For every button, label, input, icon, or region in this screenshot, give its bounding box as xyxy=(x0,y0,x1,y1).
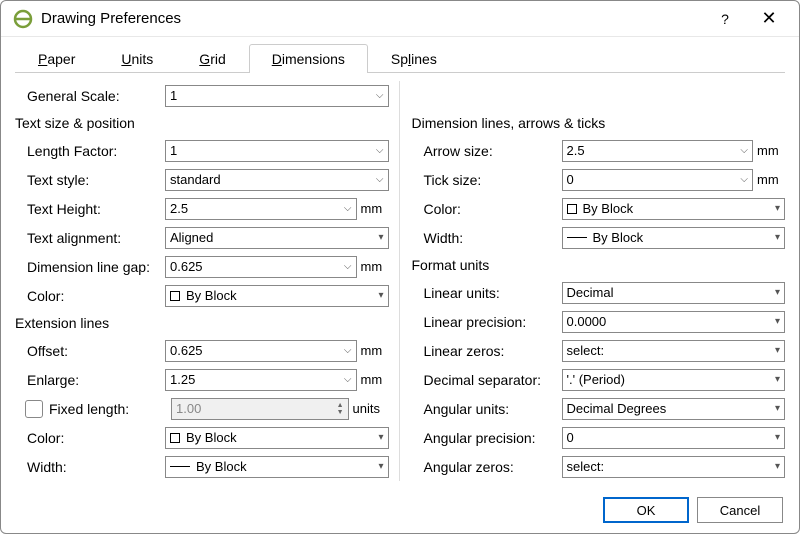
text-height-suffix: mm xyxy=(357,201,389,216)
decimal-separator-field[interactable]: '.' (Period)▾ xyxy=(562,369,786,391)
tab-splines[interactable]: Splines xyxy=(368,44,460,73)
text-alignment-field[interactable]: Aligned▾ xyxy=(165,227,389,249)
help-button[interactable]: ? xyxy=(703,3,747,35)
linear-units-label: Linear units: xyxy=(412,285,562,301)
color-field[interactable]: By Block▾ xyxy=(165,285,389,307)
angular-precision-label: Angular precision: xyxy=(412,430,562,446)
dim-width-label: Width: xyxy=(412,230,562,246)
tab-grid[interactable]: Grid xyxy=(176,44,248,73)
fixed-length-field[interactable]: 1.00▲▼ xyxy=(171,398,349,420)
fixed-length-label: Fixed length: xyxy=(49,401,171,417)
tab-paper[interactable]: Paper xyxy=(15,44,98,73)
tick-size-label: Tick size: xyxy=(412,172,562,188)
dim-line-gap-suffix: mm xyxy=(357,259,389,274)
extension-lines-section: Extension lines xyxy=(15,310,389,336)
dim-lines-section: Dimension lines, arrows & ticks xyxy=(412,110,786,136)
spin-arrows-icon: ▲▼ xyxy=(337,402,344,416)
tab-strip: Paper Units Grid Dimensions Splines xyxy=(15,43,785,73)
ext-color-field[interactable]: By Block▾ xyxy=(165,427,389,449)
dialog-window: Drawing Preferences ? ✕ Paper Units Grid… xyxy=(0,0,800,534)
arrow-size-label: Arrow size: xyxy=(412,143,562,159)
dim-width-field[interactable]: By Block▾ xyxy=(562,227,786,249)
enlarge-field[interactable]: 1.25⌵ xyxy=(165,369,357,391)
linear-zeros-label: Linear zeros: xyxy=(412,343,562,359)
ok-button[interactable]: OK xyxy=(603,497,689,523)
titlebar: Drawing Preferences ? ✕ xyxy=(1,1,799,37)
offset-suffix: mm xyxy=(357,343,389,358)
cancel-button[interactable]: Cancel xyxy=(697,497,783,523)
angular-zeros-label: Angular zeros: xyxy=(412,459,562,475)
tick-size-field[interactable]: 0⌵ xyxy=(562,169,754,191)
fixed-length-suffix: units xyxy=(349,401,389,416)
length-factor-label: Length Factor: xyxy=(15,143,165,159)
text-style-label: Text style: xyxy=(15,172,165,188)
left-column: General Scale: 1⌵ Text size & position L… xyxy=(15,81,400,481)
linear-precision-field[interactable]: 0.0000▾ xyxy=(562,311,786,333)
line-style-icon xyxy=(567,237,587,238)
text-height-field[interactable]: 2.5⌵ xyxy=(165,198,357,220)
tab-dimensions[interactable]: Dimensions xyxy=(249,44,368,73)
ext-color-label: Color: xyxy=(15,430,165,446)
text-style-field[interactable]: standard⌵ xyxy=(165,169,389,191)
linear-units-field[interactable]: Decimal▾ xyxy=(562,282,786,304)
columns: General Scale: 1⌵ Text size & position L… xyxy=(15,81,785,481)
width-label: Width: xyxy=(15,459,165,475)
text-height-label: Text Height: xyxy=(15,201,165,217)
tab-units[interactable]: Units xyxy=(98,44,176,73)
window-title: Drawing Preferences xyxy=(41,10,703,27)
dim-color-label: Color: xyxy=(412,201,562,217)
format-units-section: Format units xyxy=(412,252,786,278)
decimal-separator-label: Decimal separator: xyxy=(412,372,562,388)
dialog-footer: OK Cancel xyxy=(1,487,799,533)
angular-precision-field[interactable]: 0▾ xyxy=(562,427,786,449)
color-label: Color: xyxy=(15,288,165,304)
color-swatch-icon xyxy=(170,291,180,301)
linear-zeros-field[interactable]: select:▾ xyxy=(562,340,786,362)
offset-field[interactable]: 0.625⌵ xyxy=(165,340,357,362)
content-area: Paper Units Grid Dimensions Splines Gene… xyxy=(1,37,799,487)
length-factor-field[interactable]: 1⌵ xyxy=(165,140,389,162)
angular-units-label: Angular units: xyxy=(412,401,562,417)
dim-line-gap-label: Dimension line gap: xyxy=(15,259,165,275)
tick-size-suffix: mm xyxy=(753,172,785,187)
app-icon xyxy=(13,9,33,29)
text-alignment-label: Text alignment: xyxy=(15,230,165,246)
color-swatch-icon xyxy=(567,204,577,214)
fixed-length-checkbox[interactable] xyxy=(25,400,43,418)
arrow-size-field[interactable]: 2.5⌵ xyxy=(562,140,754,162)
enlarge-label: Enlarge: xyxy=(15,372,165,388)
dim-line-gap-field[interactable]: 0.625⌵ xyxy=(165,256,357,278)
color-swatch-icon xyxy=(170,433,180,443)
enlarge-suffix: mm xyxy=(357,372,389,387)
close-button[interactable]: ✕ xyxy=(747,3,791,35)
angular-zeros-field[interactable]: select:▾ xyxy=(562,456,786,478)
linear-precision-label: Linear precision: xyxy=(412,314,562,330)
width-field[interactable]: By Block▾ xyxy=(165,456,389,478)
general-scale-field[interactable]: 1⌵ xyxy=(165,85,389,107)
general-scale-label: General Scale: xyxy=(15,88,165,104)
right-column: Dimension lines, arrows & ticks Arrow si… xyxy=(412,81,786,481)
angular-units-field[interactable]: Decimal Degrees▾ xyxy=(562,398,786,420)
arrow-size-suffix: mm xyxy=(753,143,785,158)
text-size-section: Text size & position xyxy=(15,110,389,136)
line-style-icon xyxy=(170,466,190,467)
offset-label: Offset: xyxy=(15,343,165,359)
dim-color-field[interactable]: By Block▾ xyxy=(562,198,786,220)
